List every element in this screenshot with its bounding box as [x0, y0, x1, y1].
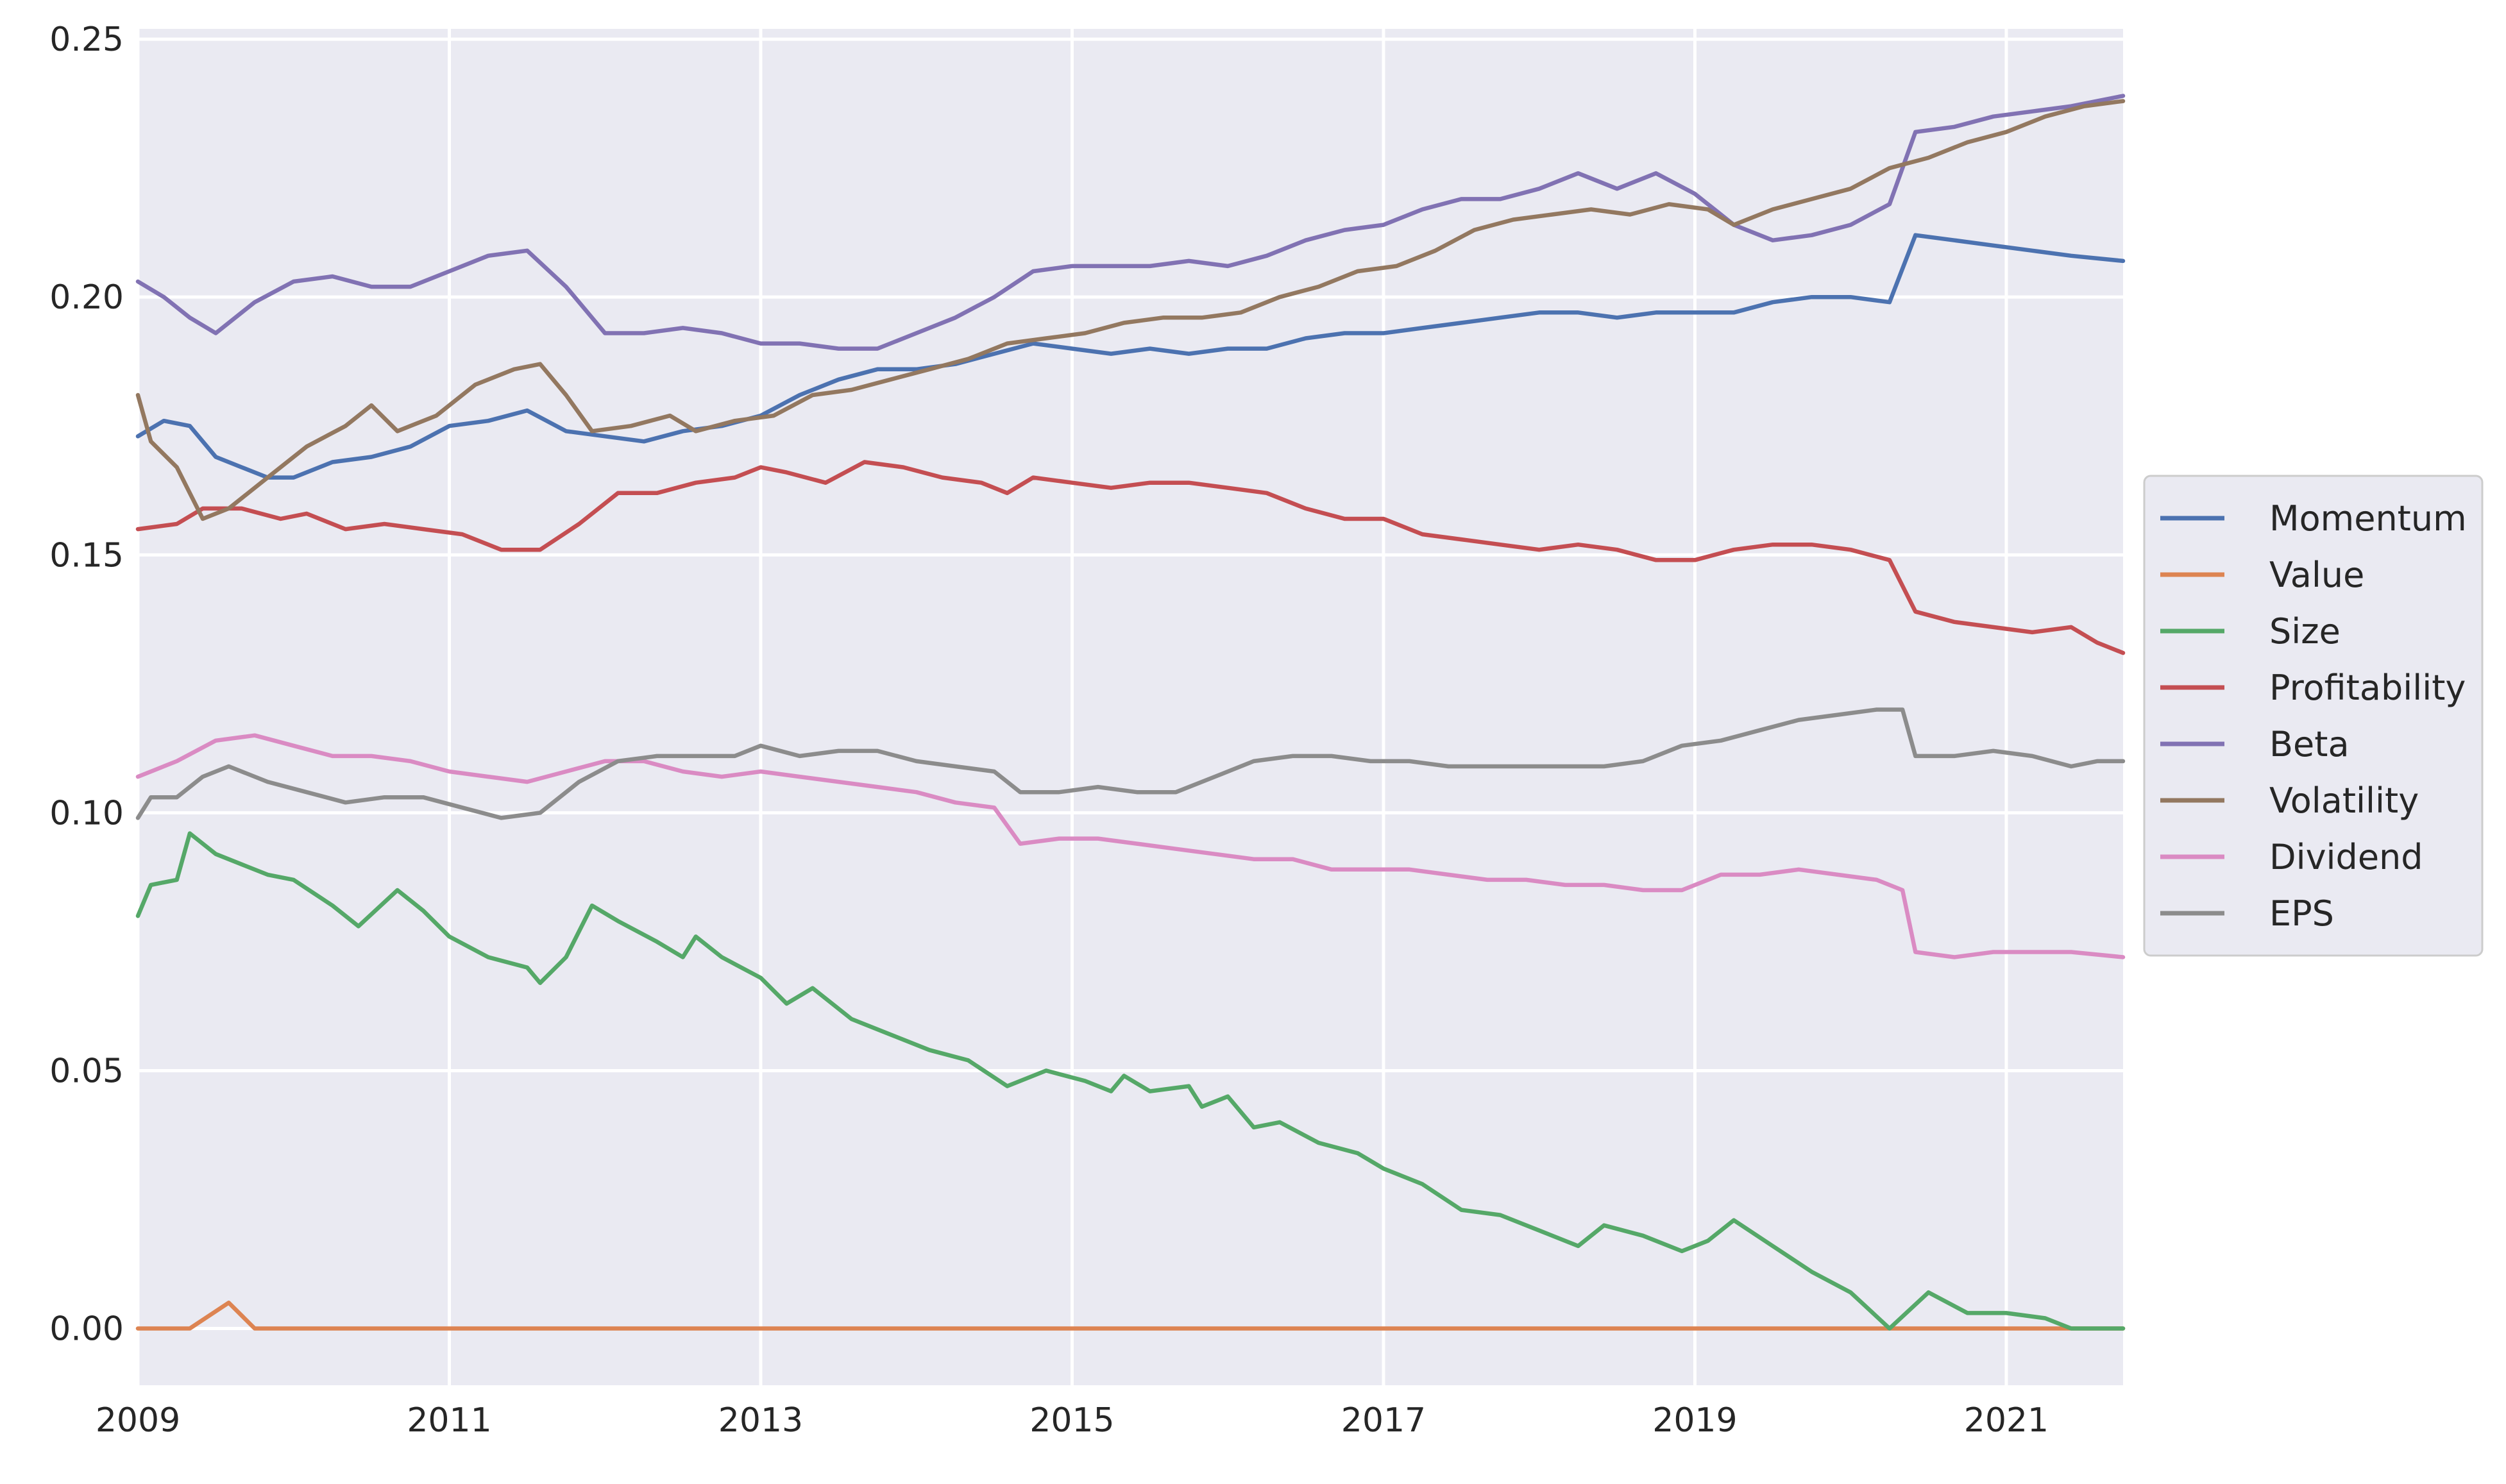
- x-tick-label: 2021: [1964, 1401, 2049, 1440]
- plot-background: [138, 29, 2123, 1385]
- y-axis-ticks: 0.00 0.05 0.10 0.15 0.20 0.25: [49, 21, 124, 1348]
- series-line-eps: [135, 707, 2126, 820]
- legend-label-size: Size: [2269, 611, 2341, 652]
- series-lines: [135, 94, 2126, 1331]
- legend-label-profitability: Profitability: [2269, 668, 2466, 708]
- x-axis-ticks: 2009 2011 2013 2015 2017 2019 2021: [96, 1401, 2049, 1440]
- series-line-value: [135, 1301, 2126, 1331]
- y-tick-label: 0.25: [49, 21, 124, 59]
- series-line-dividend: [135, 733, 2126, 959]
- x-tick-label: 2013: [718, 1401, 803, 1440]
- x-tick-label: 2017: [1341, 1401, 1426, 1440]
- y-tick-label: 0.00: [49, 1310, 124, 1349]
- y-tick-label: 0.10: [49, 794, 124, 832]
- series-line-volatility: [135, 99, 2126, 521]
- y-tick-label: 0.05: [49, 1052, 124, 1090]
- legend-label-volatility: Volatility: [2269, 780, 2419, 821]
- series-line-profitability: [135, 460, 2126, 655]
- legend: Momentum Value Size Profitability Beta Volati…: [2143, 475, 2484, 957]
- legend-box: [2143, 475, 2484, 957]
- series-line-beta: [135, 94, 2126, 351]
- x-tick-label: 2015: [1029, 1401, 1114, 1440]
- x-tick-label: 2019: [1652, 1401, 1737, 1440]
- x-tick-label: 2011: [407, 1401, 491, 1440]
- legend-label-eps: EPS: [2269, 893, 2334, 934]
- grid-lines: [136, 29, 2123, 1385]
- legend-label-dividend: Dividend: [2269, 837, 2423, 877]
- series-line-momentum: [135, 233, 2126, 480]
- legend-label-beta: Beta: [2269, 724, 2349, 764]
- series-line-size: [135, 831, 2126, 1331]
- x-tick-label: 2009: [96, 1401, 180, 1440]
- y-tick-label: 0.20: [49, 278, 124, 317]
- legend-label-momentum: Momentum: [2269, 498, 2467, 539]
- legend-label-value: Value: [2269, 555, 2364, 595]
- y-tick-label: 0.15: [49, 536, 124, 575]
